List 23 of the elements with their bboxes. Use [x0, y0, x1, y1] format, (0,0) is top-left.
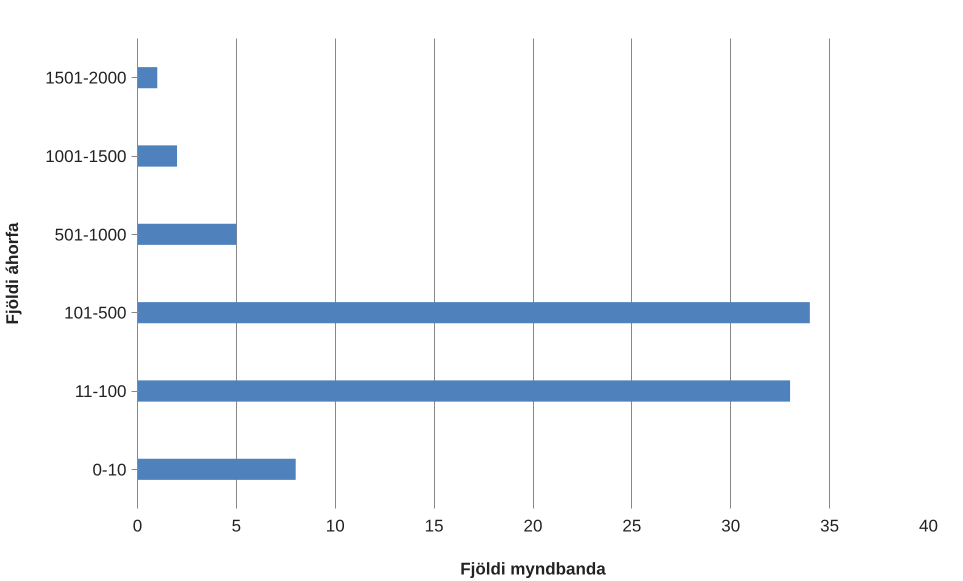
x-tick-label: 40: [919, 516, 938, 536]
bar: [138, 224, 236, 245]
y-tick-label: 1501-2000: [45, 68, 127, 88]
bar: [138, 380, 790, 402]
bar: [138, 145, 178, 167]
x-tick-label: 35: [820, 516, 840, 536]
x-tick-label: 20: [524, 516, 542, 536]
x-tick-label: 30: [721, 516, 740, 536]
y-tick-label: 0-10: [92, 460, 127, 480]
x-tick-label: 0: [132, 516, 142, 536]
x-tick-label: 15: [424, 516, 444, 536]
y-tick-label: 1001-1500: [45, 147, 127, 166]
x-tick-label: 10: [326, 516, 345, 536]
y-axis-title: Fjöldi áhorfa: [3, 222, 22, 324]
x-axis-title: Fjöldi myndbanda: [460, 560, 606, 578]
bar: [138, 302, 810, 324]
y-tick-label: 101-500: [64, 304, 126, 323]
x-tick-label: 25: [622, 516, 642, 536]
bar: [138, 67, 158, 88]
y-tick-label: 11-100: [74, 382, 127, 401]
bar: [138, 458, 296, 480]
y-tick-label: 501-1000: [54, 225, 126, 244]
x-tick-label: 5: [232, 516, 242, 536]
